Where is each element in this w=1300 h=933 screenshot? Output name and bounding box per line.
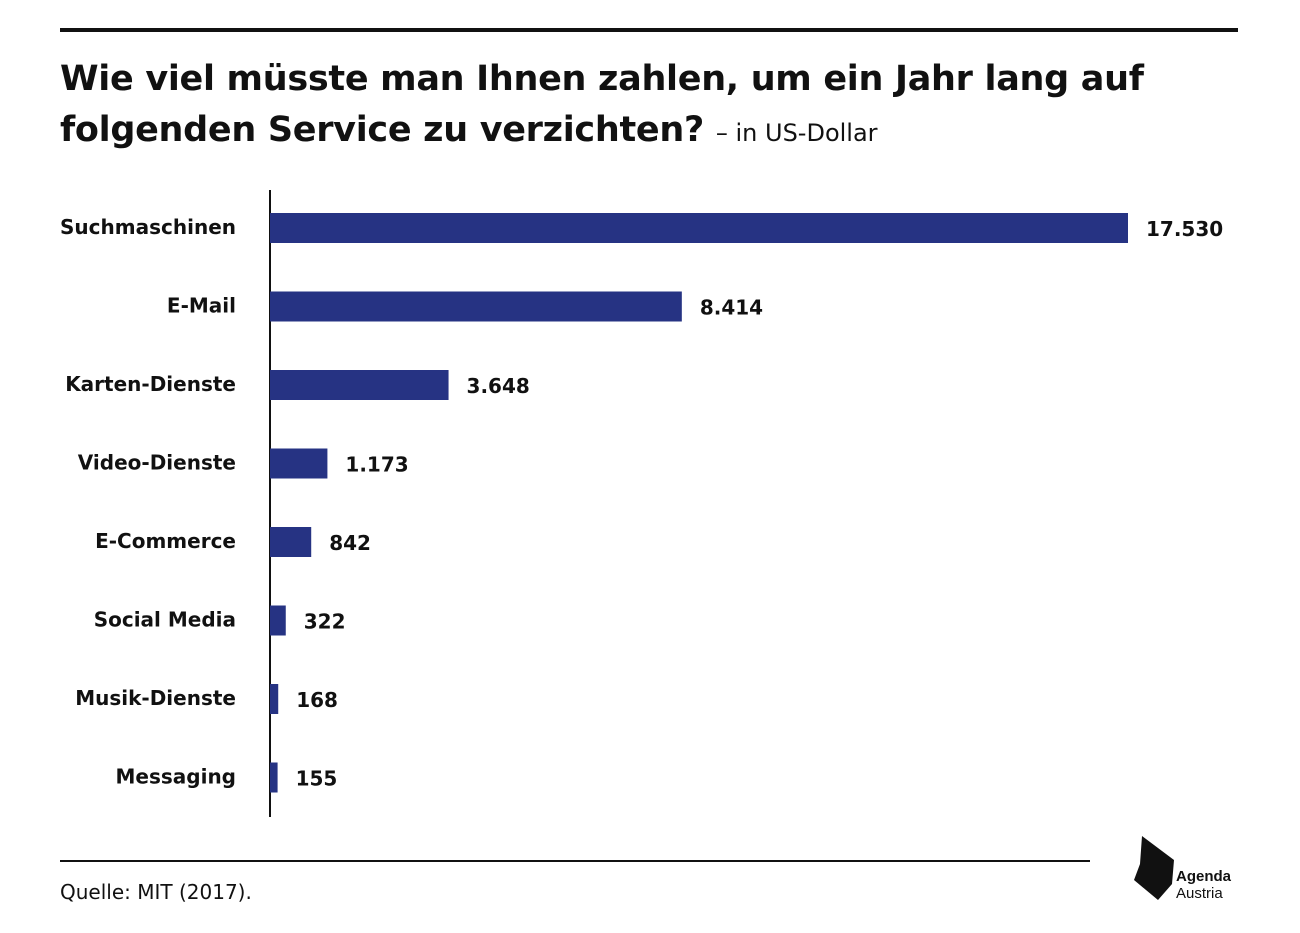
agenda-austria-logo: Agenda Austria: [1134, 834, 1244, 904]
value-label: 17.530: [1146, 217, 1223, 241]
bar: [270, 605, 286, 636]
category-label: Messaging: [116, 765, 237, 789]
value-label: 168: [296, 688, 338, 712]
value-label: 155: [296, 767, 338, 791]
category-label: Karten-Dienste: [65, 372, 236, 396]
bar: [270, 527, 312, 557]
category-label: E-Mail: [167, 294, 236, 318]
logo-text-austria: Austria: [1176, 885, 1223, 902]
bar: [270, 762, 278, 793]
bottom-rule: [60, 860, 1090, 862]
title-text: Wie viel müsste man Ihnen zahlen, um ein…: [60, 59, 1144, 150]
bar: [270, 213, 1128, 243]
chart-subtitle: – in US-Dollar: [715, 119, 878, 147]
category-label: Social Media: [94, 608, 236, 632]
source-note: Quelle: MIT (2017).: [60, 880, 252, 904]
value-label: 8.414: [700, 296, 763, 320]
bar: [270, 291, 682, 322]
logo-mark-icon: [1134, 836, 1174, 900]
value-label: 1.173: [345, 453, 408, 477]
bar: [270, 448, 328, 479]
category-label: Video-Dienste: [78, 451, 236, 475]
value-label: 842: [329, 531, 371, 555]
bar: [270, 684, 279, 714]
bar: [270, 370, 449, 400]
top-rule: [60, 28, 1238, 32]
bar-chart: Suchmaschinen 17.530 E-Mail 8.414 Karten-Die…: [60, 190, 1223, 817]
value-label: 3.648: [467, 374, 530, 398]
chart-title: Wie viel müsste man Ihnen zahlen, um ein…: [60, 54, 1240, 159]
category-label: E-Commerce: [95, 529, 236, 553]
value-label: 322: [304, 610, 346, 634]
category-label: Musik-Dienste: [75, 686, 236, 710]
logo-text-agenda: Agenda: [1176, 868, 1232, 885]
category-label: Suchmaschinen: [60, 215, 236, 239]
